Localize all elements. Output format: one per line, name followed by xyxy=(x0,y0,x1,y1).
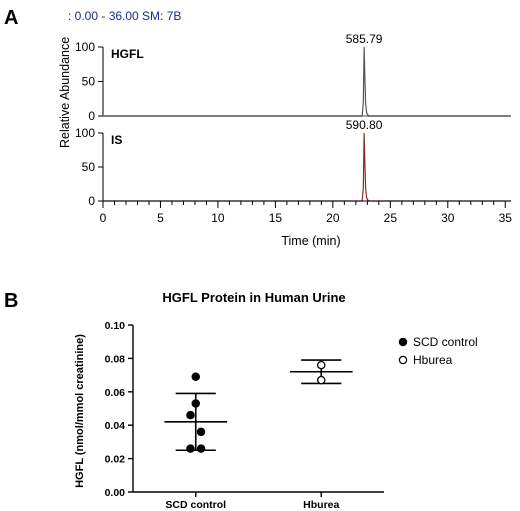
time-tick-label: 0 xyxy=(100,211,107,225)
trace-panel-is: IS 590.80 0 50 100 xyxy=(75,118,511,208)
y-axis-title-b: HGFL (nmol/mmol creatinine) xyxy=(74,334,86,488)
time-tick-label: 30 xyxy=(441,211,455,225)
scatter-y-tick-label: 0.10 xyxy=(105,320,126,332)
x-axis-title-a: Time (min) xyxy=(281,234,340,248)
data-point-scd-control xyxy=(186,410,195,420)
panel-a-letter: A xyxy=(4,7,18,29)
time-tick-label: 10 xyxy=(211,211,225,225)
legend-label: SCD control xyxy=(413,335,478,349)
data-point-scd-control xyxy=(191,372,200,382)
y-axis-title-a: Relative Abundance xyxy=(58,37,72,148)
trace-name-is: IS xyxy=(111,133,122,147)
scatter-legend: SCD control Hburea xyxy=(398,335,478,367)
data-point-hburea xyxy=(316,360,326,370)
peak-label-hgfl: 585.79 xyxy=(346,32,383,46)
data-point-scd-control xyxy=(191,399,200,408)
time-tick-label: 15 xyxy=(269,211,283,225)
is-trace-line xyxy=(103,132,511,202)
trace-name-hgfl: HGFL xyxy=(111,47,144,61)
time-tick-label: 25 xyxy=(384,211,398,225)
time-x-axis: 0 5 10 15 20 25 30 35 xyxy=(100,200,513,225)
scatter-y-tick-label: 0.00 xyxy=(105,487,126,499)
hgfl-y-tick-label: 0 xyxy=(88,109,95,123)
time-tick-label: 5 xyxy=(157,211,164,225)
is-y-tick-label: 0 xyxy=(88,194,95,208)
scatter-category-label: SCD control xyxy=(165,499,226,511)
chromatogram-header: : 0.00 - 36.00 SM: 7B xyxy=(68,9,181,23)
data-point-scd-control xyxy=(196,427,206,437)
legend-marker-scd-control xyxy=(398,337,408,347)
scatter-category-label: Hburea xyxy=(303,499,339,511)
trace-panel-hgfl: HGFL 585.79 0 50 100 xyxy=(75,32,511,123)
time-tick-label: 20 xyxy=(326,211,340,225)
scatter-y-tick-label: 0.08 xyxy=(105,353,126,365)
data-point-scd-control xyxy=(196,444,206,453)
scatter-y-tick-label: 0.06 xyxy=(105,387,126,399)
legend-marker-hburea xyxy=(398,355,408,365)
is-y-tick-label: 100 xyxy=(75,126,95,140)
scatter-y-tick-label: 0.04 xyxy=(105,420,126,432)
panel-b-letter: B xyxy=(4,290,18,312)
scatter-y-ticks: 0.00 0.02 0.04 0.06 0.08 0.10 xyxy=(105,320,133,499)
hgfl-trace-line xyxy=(103,46,511,117)
legend-label: Hburea xyxy=(413,353,453,367)
data-point-hburea xyxy=(316,375,326,385)
hgfl-y-tick-label: 50 xyxy=(82,75,96,89)
is-y-tick-label: 50 xyxy=(82,160,96,174)
hgfl-y-tick-label: 100 xyxy=(75,40,95,54)
scatter-points xyxy=(164,359,353,453)
scatter-title: HGFL Protein in Human Urine xyxy=(162,290,345,305)
data-point-scd-control xyxy=(186,444,195,453)
time-tick-label: 35 xyxy=(499,211,513,225)
peak-label-is: 590.80 xyxy=(346,118,383,132)
scatter-y-tick-label: 0.02 xyxy=(105,454,126,466)
scatter-x-ticks: SCD control Hburea xyxy=(165,492,339,511)
